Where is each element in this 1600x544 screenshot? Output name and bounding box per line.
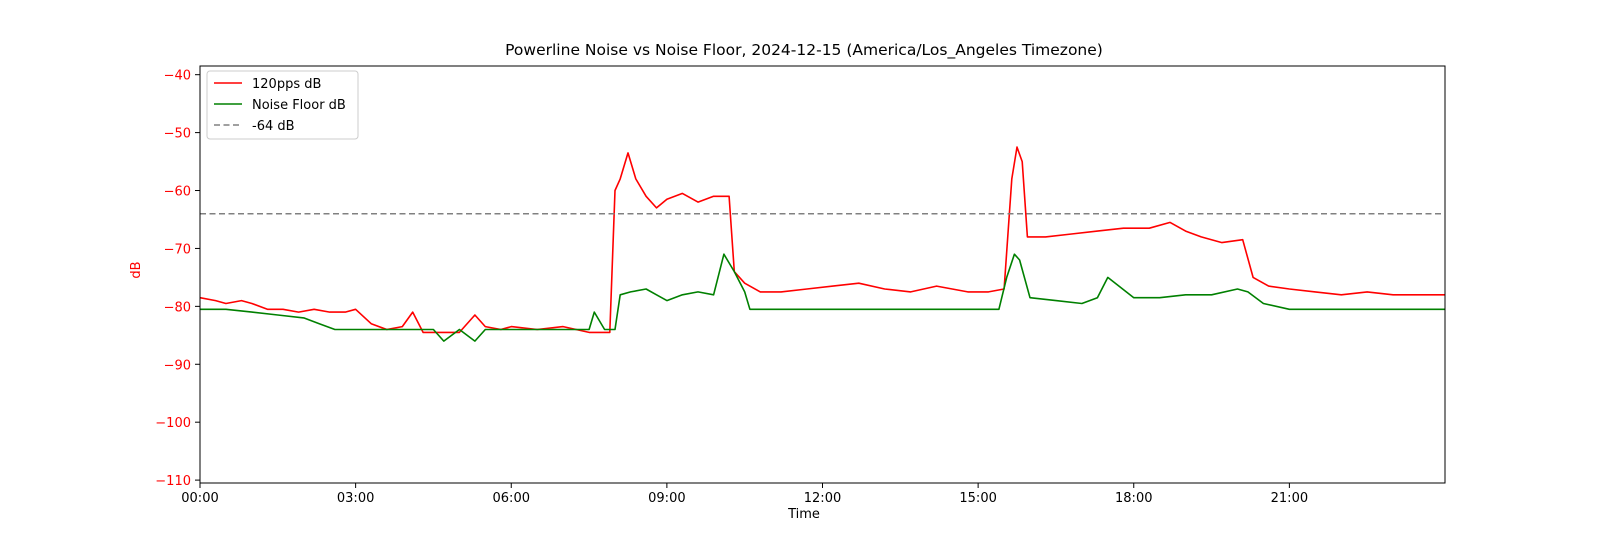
y-tick-label: −90 — [164, 358, 191, 373]
y-tick-label: −60 — [164, 185, 191, 200]
x-tick-label: 00:00 — [181, 491, 218, 506]
x-tick-label: 15:00 — [959, 491, 996, 506]
axis-ticks: 00:00 03:00 06:00 09:00 12:00 15:00 18:00 21:00… — [155, 69, 1308, 506]
plot-series — [199, 146, 1445, 342]
legend-box — [206, 70, 359, 140]
plot-frame — [199, 65, 1446, 484]
x-tick-label: 09:00 — [648, 491, 685, 506]
series-line-0 — [199, 146, 1445, 334]
series-line-1 — [200, 253, 1445, 342]
x-tick-label: 18:00 — [1115, 491, 1152, 506]
x-tick-label: 21:00 — [1271, 491, 1308, 506]
legend-label: 120pps dB — [252, 77, 321, 92]
y-tick-label: −80 — [164, 300, 191, 315]
y-tick-label: −70 — [164, 242, 191, 257]
legend-label: -64 dB — [252, 119, 295, 134]
legend: 120pps dB Noise Floor dB -64 dB — [206, 70, 359, 140]
y-axis-label: dB — [129, 261, 144, 278]
y-tick-label: −50 — [164, 127, 191, 142]
y-tick-label: −40 — [164, 69, 191, 84]
y-tick-label: −110 — [155, 474, 191, 489]
x-tick-label: 06:00 — [493, 491, 530, 506]
x-axis-label: Time — [787, 507, 820, 522]
y-tick-label: −100 — [155, 416, 191, 431]
x-tick-label: 03:00 — [337, 491, 374, 506]
legend-label: Noise Floor dB — [252, 98, 346, 113]
x-tick-label: 12:00 — [804, 491, 841, 506]
chart-title: Powerline Noise vs Noise Floor, 2024-12-… — [505, 41, 1103, 60]
